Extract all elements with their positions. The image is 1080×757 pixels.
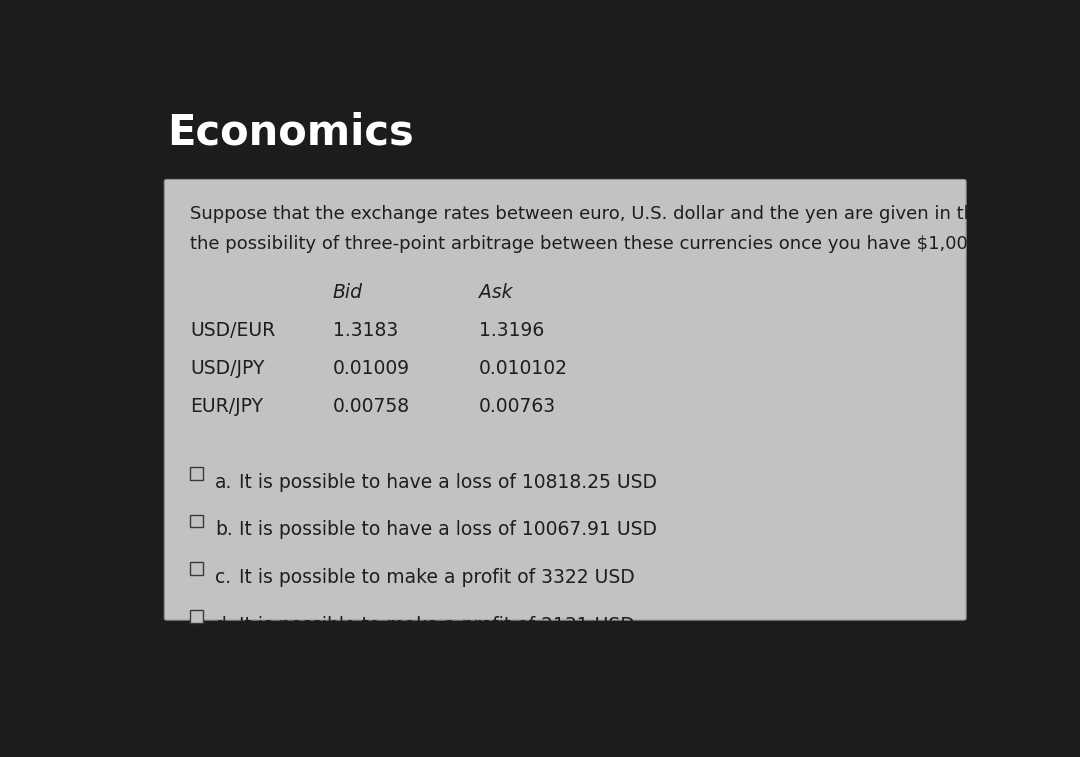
Text: EUR/JPY: EUR/JPY [190,397,264,416]
Text: It is possible to have a loss of 10818.25 USD: It is possible to have a loss of 10818.2… [239,472,657,491]
Text: 1.3183: 1.3183 [333,321,397,340]
Text: USD/JPY: USD/JPY [190,359,265,378]
Text: a.: a. [215,472,232,491]
Text: 0.01009: 0.01009 [333,359,409,378]
Text: It is possible to make a profit of 3322 USD: It is possible to make a profit of 3322 … [239,569,635,587]
Text: the possibility of three-point arbitrage between these currencies once you have : the possibility of three-point arbitrage… [190,235,1025,253]
Text: 0.010102: 0.010102 [480,359,568,378]
Text: 1.3196: 1.3196 [480,321,544,340]
Bar [190,515,203,528]
Bar [190,562,203,575]
Text: 0.00763: 0.00763 [480,397,556,416]
Text: 0.00758: 0.00758 [333,397,409,416]
Bar [190,610,203,623]
Text: Ask: Ask [480,283,513,302]
Text: Economics: Economics [166,111,414,153]
Text: b.: b. [215,520,233,540]
Text: c.: c. [215,569,231,587]
FancyBboxPatch shape [164,179,967,620]
Text: It is possible to make a profit of 2131 USD: It is possible to make a profit of 2131 … [239,616,635,635]
Text: Bid: Bid [333,283,363,302]
Text: d.: d. [215,616,233,635]
Text: It is possible to have a loss of 10067.91 USD: It is possible to have a loss of 10067.9… [239,520,657,540]
Bar [190,467,203,480]
Text: USD/EUR: USD/EUR [190,321,275,340]
Text: Suppose that the exchange rates between euro, U.S. dollar and the yen are given : Suppose that the exchange rates between … [190,204,1080,223]
